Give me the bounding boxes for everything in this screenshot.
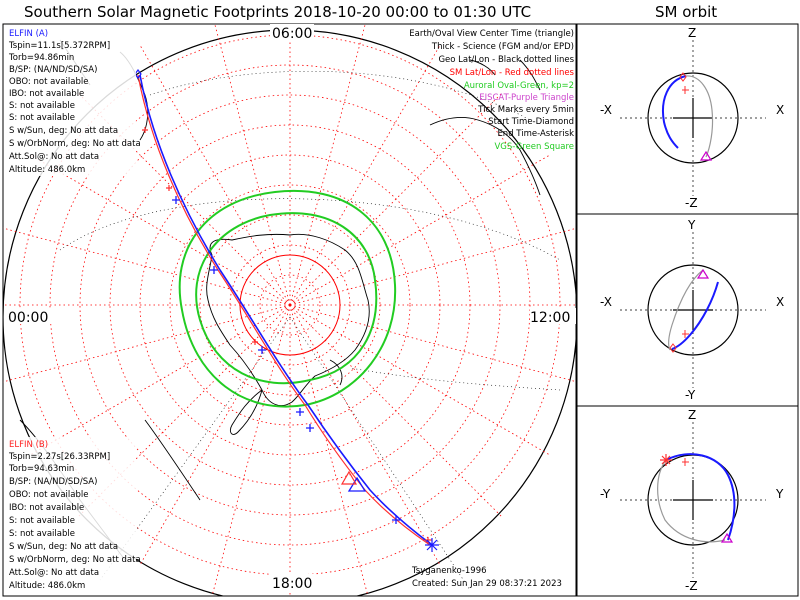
legend-entry: EISCAT-Purple Triangle bbox=[479, 93, 574, 103]
sm-latitude-ring bbox=[259, 274, 321, 336]
hour-label-left: 00:00 bbox=[8, 310, 48, 326]
legend-entry: End Time-Asterisk bbox=[497, 129, 574, 139]
orbit-axis-bottom: -Z bbox=[685, 579, 698, 593]
sm-longitude-spoke bbox=[289, 227, 576, 306]
sm-latitude-ring bbox=[169, 184, 411, 426]
legend-entry: Thick - Science (FGM and/or EPD) bbox=[431, 42, 574, 52]
legend: Earth/Oval View Center Time (triangle) T… bbox=[409, 29, 574, 152]
elfin-a-line: B/SP: (NA/ND/SD/SA) bbox=[9, 65, 97, 75]
elfin-b-line: IBO: not available bbox=[9, 503, 84, 513]
elfin-b-line: Tspin=2.27s[26.33RPM] bbox=[8, 452, 110, 462]
orbit-axis-left: -Y bbox=[600, 487, 611, 501]
orbit-axis-top: Z bbox=[688, 408, 696, 422]
elfin-b-info: ELFIN (B) Tspin=2.27s[26.33RPM] Torb=94.… bbox=[6, 437, 141, 591]
auroral-oval-outer bbox=[178, 189, 397, 408]
elfin-a-line: OBO: not available bbox=[9, 77, 88, 87]
hour-label-bottom: 18:00 bbox=[272, 576, 312, 592]
elfin-a-line: S w/Sun, deg: No att data bbox=[9, 126, 118, 136]
elfin-b-line: OBO: not available bbox=[9, 490, 88, 500]
sm-latitude-ring bbox=[79, 94, 501, 516]
orbit-panel-xz: Z -Z -X X bbox=[600, 26, 784, 210]
sm-longitude-spoke bbox=[3, 227, 291, 306]
hour-label-top: 06:00 bbox=[272, 26, 312, 42]
auroral-oval-inner bbox=[195, 212, 378, 385]
legend-entry: Geo Lat/Lon - Black dotted lines bbox=[438, 55, 574, 65]
elfin-b-track bbox=[137, 74, 431, 546]
elfin-a-line: S w/OrbNorm, deg: No att data bbox=[9, 139, 141, 149]
orbit-axis-bottom: -Y bbox=[685, 388, 696, 402]
orbit-panel-yz: Z -Z -Y Y bbox=[600, 408, 784, 593]
sm-longitude-spoke bbox=[289, 44, 441, 306]
elfin-a-info: ELFIN (A) Tspin=11.1s[5.372RPM] Torb=94.… bbox=[6, 26, 141, 176]
elfin-a-line: S: not available bbox=[9, 113, 75, 123]
elfin-a-track bbox=[139, 74, 433, 546]
orbit-axis-bottom: -Z bbox=[685, 196, 698, 210]
map-area bbox=[3, 24, 576, 596]
geo-grid bbox=[59, 70, 561, 591]
sm-longitude-spoke bbox=[289, 24, 366, 306]
orbit-axis-top: Z bbox=[688, 26, 696, 40]
orbit-earth-circle bbox=[647, 72, 739, 164]
elfin-a-line: IBO: not available bbox=[9, 89, 84, 99]
elfin-b-name: ELFIN (B) bbox=[9, 440, 48, 450]
orbit-axis-left: -X bbox=[600, 295, 612, 309]
orbit-earth-circle bbox=[647, 264, 739, 356]
elfin-a-line: Att.Sol@: No att data bbox=[9, 152, 99, 162]
sm-longitude-spoke bbox=[289, 92, 503, 306]
sm-longitude-spoke bbox=[29, 304, 291, 456]
hour-label-right: 12:00 bbox=[530, 310, 570, 326]
orbit-title: SM orbit bbox=[655, 3, 717, 21]
elfin-b-line: S w/OrbNorm, deg: No att data bbox=[9, 555, 141, 565]
elfin-b-line: Att.Sol@: No att data bbox=[9, 568, 99, 578]
legend-entry: Earth/Oval View Center Time (triangle) bbox=[409, 29, 574, 39]
sm-longitude-spoke bbox=[289, 304, 503, 518]
elfin-a-line: Altitude: 486.0km bbox=[9, 165, 85, 175]
legend-entry: Auroral Oval-Green, kp=2 bbox=[464, 81, 574, 91]
orbit-panel-xy: Y -Y -X X bbox=[600, 218, 784, 402]
sm-longitude-spoke bbox=[289, 304, 551, 456]
created-credit: Created: Sun Jan 29 08:37:21 2023 bbox=[412, 579, 562, 589]
elfin-a-ticks bbox=[172, 196, 400, 524]
elfin-a-line: Tspin=11.1s[5.372RPM] bbox=[8, 41, 110, 51]
sm-longitude-spoke bbox=[289, 154, 551, 306]
figure-title: Southern Solar Magnetic Footprints 2018-… bbox=[24, 3, 531, 21]
orbit-axis-right: X bbox=[776, 295, 784, 309]
elfin-b-line: S w/Sun, deg: No att data bbox=[9, 542, 118, 552]
elfin-b-line: S: not available bbox=[9, 529, 75, 539]
elfin-b-line: Altitude: 486.0km bbox=[9, 581, 85, 591]
sm-longitude-spoke bbox=[29, 154, 291, 306]
legend-entry: Start Time-Diamond bbox=[488, 117, 574, 127]
end-asterisk bbox=[425, 538, 439, 552]
elfin-a-name: ELFIN (A) bbox=[9, 29, 48, 39]
model-credit: Tsyganenko-1996 bbox=[411, 566, 487, 576]
orbit-axis-left: -X bbox=[600, 103, 612, 117]
elfin-a-line: S: not available bbox=[9, 101, 75, 111]
view-center-triangle-b bbox=[340, 470, 358, 485]
orbit-axis-top: Y bbox=[687, 218, 696, 232]
orbit-frame bbox=[576, 23, 799, 597]
legend-entry: Tick Marks every 5min bbox=[477, 105, 574, 115]
elfin-a-line: Torb=94.86min bbox=[8, 53, 74, 63]
elfin-b-ticks bbox=[142, 127, 432, 544]
elfin-b-line: Torb=94.63min bbox=[8, 464, 74, 474]
elfin-b-line: B/SP: (NA/ND/SD/SA) bbox=[9, 477, 97, 487]
orbit-axis-right: Y bbox=[775, 487, 784, 501]
elfin-b-line: S: not available bbox=[9, 516, 75, 526]
legend-entry: VGS-Green Square bbox=[494, 142, 574, 152]
legend-entry: SM Lat/Lon - Red dotted lines bbox=[450, 68, 575, 78]
orbit-axis-right: X bbox=[776, 103, 784, 117]
